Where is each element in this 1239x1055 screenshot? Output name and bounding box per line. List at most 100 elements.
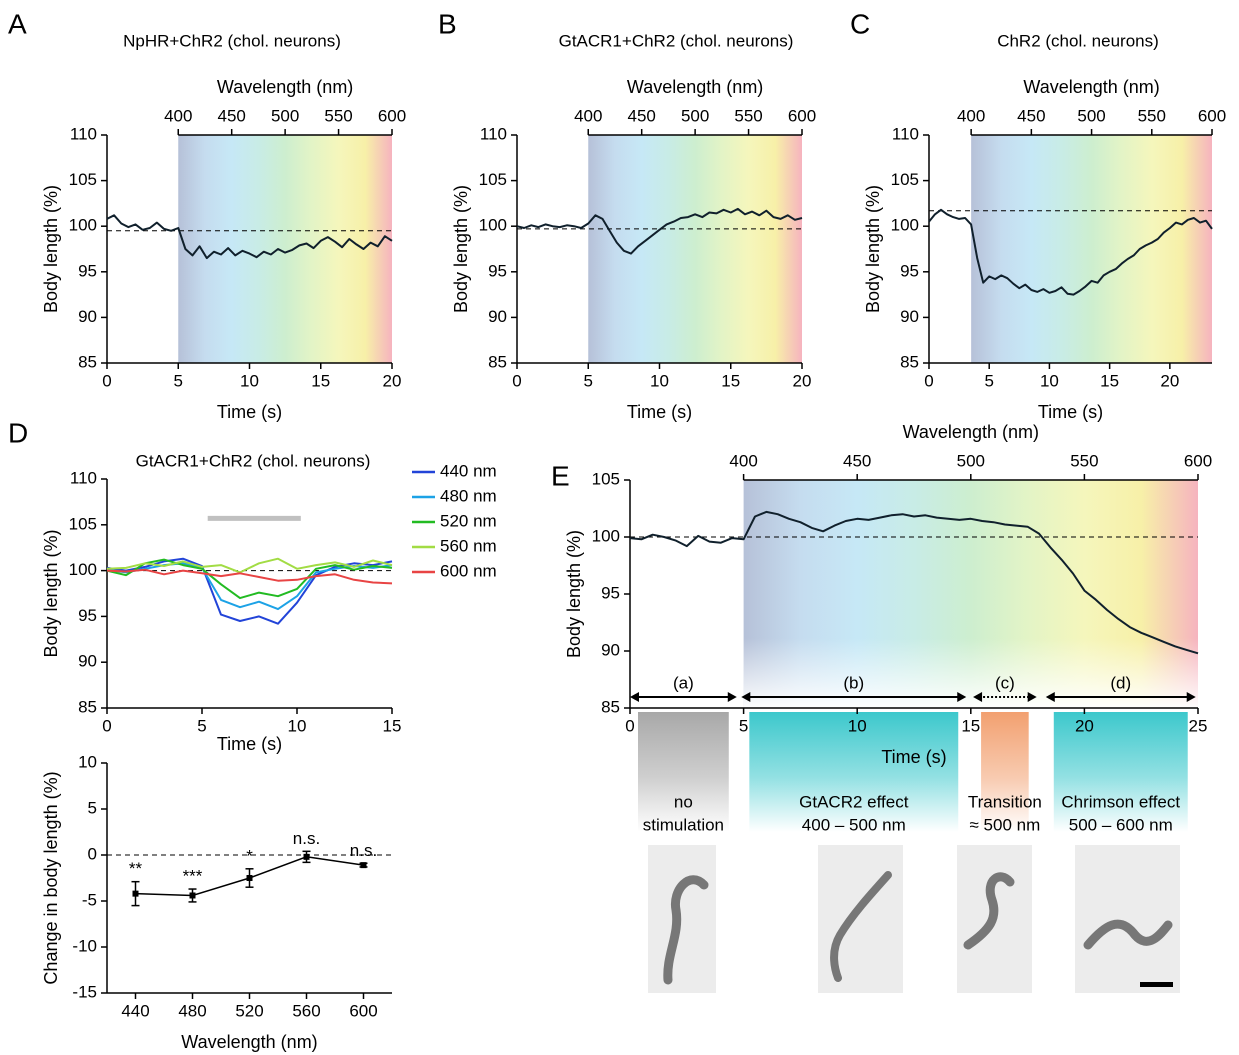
point [303,853,310,860]
top-tick-label: 500 [957,451,985,470]
top-tick-label: 450 [628,106,656,125]
spectrum-band [588,135,802,363]
y-tick-label: 110 [480,124,507,143]
phase-label: (d) [1110,673,1131,692]
x-tick-label: 5 [197,716,206,735]
x-tick-label: 15 [721,371,740,390]
top-axis-title: Wavelength (nm) [217,77,353,97]
x-tick-label: 0 [512,371,521,390]
top-axis-title: Wavelength (nm) [627,77,763,97]
phase-block [749,712,959,832]
y-tick-label: 90 [900,307,919,326]
top-tick-label: 400 [574,106,602,125]
y-tick-label: 95 [488,261,507,280]
phase-text: ≈ 500 nm [969,815,1040,834]
trace [106,214,393,260]
phase-text: no [674,792,693,811]
trace [928,208,1213,296]
x-axis-title: Time (s) [217,734,282,754]
phase-text: Chrimson effect [1061,792,1180,811]
significance: n.s. [293,829,320,848]
legend-label: 600 nm [440,561,497,580]
x-tick-label: 20 [793,371,812,390]
worm-image [957,845,1032,993]
top-tick-label: 550 [734,106,762,125]
worm-image [648,845,716,993]
phase-block [638,712,729,832]
y-axis-title: Body length (%) [564,530,584,658]
top-tick-label: 600 [1198,106,1226,125]
top-tick-label: 400 [729,451,757,470]
y-tick-label: 100 [592,526,620,545]
x-tick-label: 20 [1075,716,1094,735]
y-tick-label: 85 [78,352,97,371]
x-tick-label: 15 [961,716,980,735]
x-tick-label: 15 [1100,371,1119,390]
top-tick-label: 400 [164,106,192,125]
trace [106,558,393,600]
x-tick-label: 600 [349,1001,377,1020]
phase-text: GtACR2 effect [799,792,909,811]
y-tick-label: 90 [78,652,97,671]
legend-label: 480 nm [440,486,497,505]
top-axis-title: Wavelength (nm) [903,422,1039,442]
y-axis-title: Body length (%) [41,529,61,657]
y-tick-label: 95 [78,261,97,280]
y-axis-title: Body length (%) [41,185,61,313]
y-tick-label: -15 [72,982,97,1001]
chart-title: GtACR1+ChR2 (chol. neurons) [559,31,794,50]
point [189,892,196,899]
top-tick-label: 550 [324,106,352,125]
x-tick-label: 560 [292,1001,320,1020]
x-tick-label: 0 [102,716,111,735]
y-tick-label: 90 [601,640,620,659]
top-tick-label: 600 [1184,451,1212,470]
phase-text: 400 – 500 nm [802,815,906,834]
x-tick-label: 480 [178,1001,206,1020]
phase-text: Transition [968,792,1042,811]
y-tick-label: 0 [88,844,97,863]
x-tick-label: 5 [174,371,183,390]
x-tick-label: 520 [235,1001,263,1020]
top-tick-label: 500 [1077,106,1105,125]
x-tick-label: 15 [383,716,402,735]
chart-title: GtACR1+ChR2 (chol. neurons) [136,451,371,470]
y-tick-label: -10 [72,936,97,955]
phase-text: stimulation [643,815,724,834]
y-tick-label: 110 [892,124,919,143]
trace [106,568,393,585]
x-tick-label: 0 [625,716,634,735]
arrow-head [741,692,751,702]
phase-label: (a) [673,673,694,692]
y-tick-label: 90 [78,307,97,326]
trace [516,207,803,255]
y-tick-label: 95 [900,261,919,280]
trace [629,510,1199,655]
y-tick-label: 85 [488,352,507,371]
x-tick-label: 10 [288,716,307,735]
worm-images [648,845,1180,993]
y-tick-label: 100 [891,216,919,235]
y-axis-title: Change in body length (%) [41,771,61,984]
top-tick-label: 500 [271,106,299,125]
top-tick-label: 600 [378,106,406,125]
top-tick-label: 450 [1017,106,1045,125]
arrow-head [727,692,737,702]
x-tick-label: 440 [121,1001,149,1020]
top-tick-label: 450 [843,451,871,470]
y-tick-label: 105 [592,469,620,488]
y-tick-label: 105 [479,170,507,189]
top-tick-label: 500 [681,106,709,125]
y-tick-label: 5 [88,798,97,817]
legend-label: 440 nm [440,461,497,480]
y-tick-label: 85 [601,697,620,716]
y-tick-label: 100 [479,216,507,235]
phase-block [981,712,1029,832]
top-tick-label: 400 [957,106,985,125]
y-axis-title: Body length (%) [451,185,471,313]
arrow-head [1027,692,1037,702]
arrow-head [973,692,983,702]
x-tick-label: 5 [584,371,593,390]
x-axis-title: Time (s) [881,747,946,767]
